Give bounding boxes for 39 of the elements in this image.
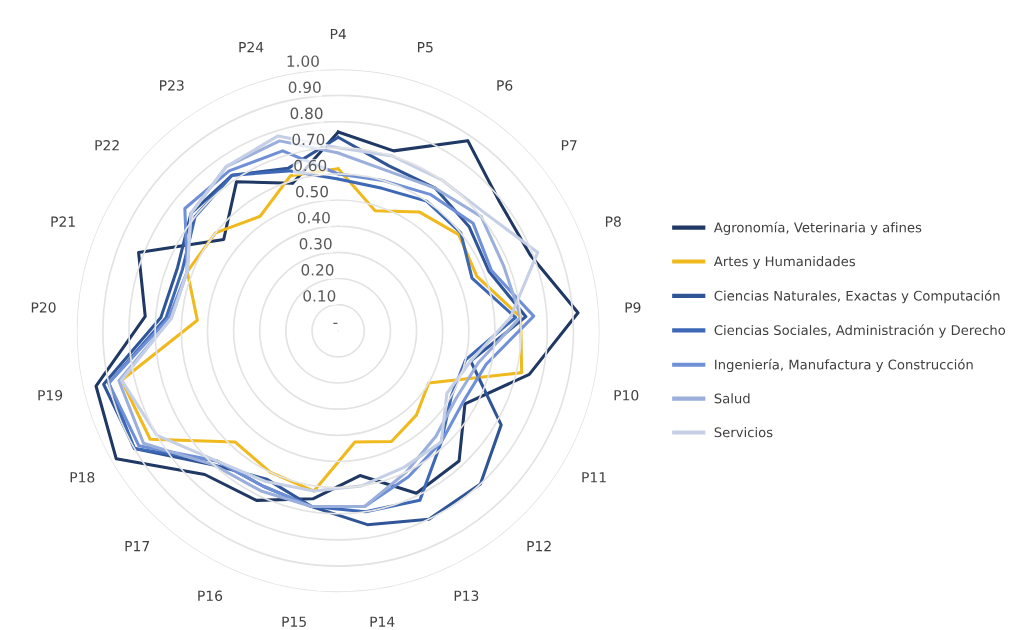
- legend-label: Ingeniería, Manufactura y Construcción: [715, 358, 973, 373]
- spoke-label: P7: [561, 140, 577, 151]
- spoke-label: P12: [527, 540, 551, 552]
- spoke-label: P9: [625, 302, 641, 313]
- spoke-label: P17: [125, 541, 150, 552]
- spoke-label: P15: [282, 616, 306, 627]
- y-tick-label: 0.20: [301, 264, 334, 276]
- spoke-label: P22: [95, 140, 119, 151]
- y-tick-label: -: [333, 322, 338, 324]
- legend-label: Ciencias Sociales, Administración y Derecho: [714, 324, 1006, 338]
- y-tick-label: 1.00: [287, 55, 319, 67]
- spoke-label: P14: [370, 616, 395, 627]
- spoke-label: P16: [198, 590, 223, 601]
- legend-label: Salud: [714, 393, 750, 404]
- y-tick-label: 0.50: [296, 185, 329, 198]
- spoke-label: P24: [239, 41, 264, 53]
- legend-label: Agronomía, Veterinaria y afines: [713, 221, 922, 235]
- y-tick-label: 0.80: [290, 107, 323, 120]
- spoke-label: P4: [330, 28, 346, 40]
- spoke-label: P23: [160, 80, 184, 91]
- legend-label: Artes y Humanidades: [713, 256, 856, 269]
- spoke-label: P5: [418, 42, 433, 53]
- legend-label: Servicios: [714, 427, 773, 438]
- spoke-label: P10: [614, 390, 639, 401]
- y-tick-label: 0.10: [303, 290, 336, 302]
- spoke-label: P19: [38, 390, 63, 401]
- spoke-label: P20: [31, 302, 56, 313]
- legend-label: Ciencias Naturales, Exactas y Computación: [714, 289, 1000, 304]
- spoke-label: P8: [605, 216, 621, 227]
- spoke-label: P21: [51, 216, 75, 227]
- spoke-label: P11: [582, 472, 606, 483]
- y-tick-label: 0.40: [297, 211, 330, 224]
- y-tick-label: 0.30: [299, 237, 332, 250]
- spoke-label: P18: [70, 472, 95, 483]
- spoke-label: P6: [497, 80, 513, 91]
- spoke-label: P13: [454, 590, 479, 601]
- y-tick-label: 0.70: [292, 133, 325, 146]
- y-tick-label: 0.90: [288, 81, 321, 94]
- y-tick-label: 0.60: [294, 159, 327, 172]
